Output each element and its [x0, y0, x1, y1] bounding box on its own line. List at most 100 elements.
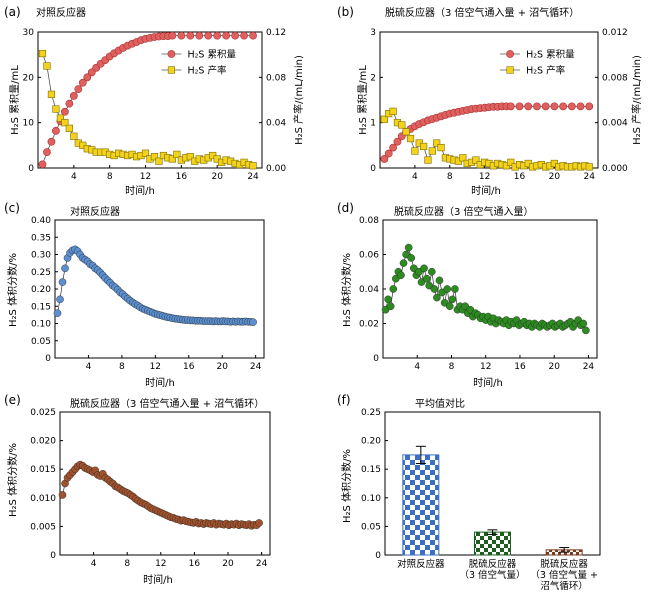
x-axis-label: 时间/h: [143, 573, 173, 586]
x-tick-label: 12: [140, 172, 151, 182]
data-point: [404, 243, 413, 252]
x-tick-label: 4: [86, 362, 92, 372]
data-point: [582, 326, 590, 335]
y2-tick-label: 0.08: [266, 73, 286, 83]
panel-a: (a) 对照反应器 时间/h H₂S 累积量/mL H₂S 产率/(mL/min…: [4, 5, 305, 197]
data-point: [204, 31, 213, 40]
data-point: [430, 285, 439, 293]
plot-e: 4 8 12 16 20 24 0 0.005 0.010 0.015 0.020 0.025: [30, 408, 271, 569]
data-point: [407, 254, 416, 262]
data-point: [70, 132, 78, 140]
data-point: [533, 102, 541, 111]
y-tick-label: 0.08: [359, 216, 379, 226]
category-label: （3 倍空气量）: [459, 569, 525, 581]
y-tick-label: 0.15: [31, 302, 51, 312]
data-point: [53, 309, 62, 317]
category-label: 沼气循环）: [540, 580, 588, 592]
panel-f: (f) 平均值对比 H₂S 体积分数/%: [337, 393, 465, 523]
y2-tick-label: 0.00: [266, 164, 286, 174]
data-point: [419, 142, 428, 151]
category-label: （3 倍空气量 +: [530, 569, 598, 581]
x-tick-label: 16: [183, 362, 195, 372]
x-tick-label: 4: [412, 172, 418, 182]
data-point: [155, 157, 163, 165]
x-tick-label: 8: [124, 559, 130, 569]
x-tick-label: 24: [256, 559, 268, 569]
x-tick-label: 24: [584, 172, 596, 182]
data-point: [459, 154, 467, 162]
y-tick-label: 0.04: [359, 285, 379, 295]
panel-title: 平均值对比: [415, 397, 465, 410]
data-point: [402, 128, 410, 136]
x-tick-label: 24: [583, 362, 595, 372]
data-point: [255, 519, 263, 527]
y-tick-label: 0.20: [361, 437, 381, 447]
data-point: [222, 31, 231, 40]
plot-c: 4 8 12 16 20 24 0 0.05 0.10 0.15 0.20 0.25 0.30 0.35 0…: [31, 216, 265, 372]
series-line: [384, 110, 590, 168]
data-point: [195, 31, 204, 40]
data-point: [56, 295, 64, 304]
x-tick-label: 4: [414, 362, 420, 372]
y-tick-label: 0.010: [30, 494, 56, 504]
data-point: [58, 278, 67, 286]
legend-marker: [167, 50, 176, 58]
plot-frame: [382, 219, 598, 359]
data-point: [567, 102, 576, 111]
plot-frame: [54, 219, 265, 359]
bar: [474, 531, 511, 556]
data-point: [585, 163, 593, 171]
data-point: [56, 114, 64, 122]
data-point: [43, 148, 51, 157]
x-tick-label: 20: [549, 172, 561, 182]
y-tick-label: 10: [23, 119, 35, 129]
x-tick-label: 16: [514, 172, 526, 182]
x-axis-label: 时间/h: [471, 184, 501, 197]
data-point: [435, 276, 444, 285]
x-tick-label: 4: [71, 172, 77, 182]
data-point: [177, 31, 186, 40]
legend-marker: [506, 66, 514, 74]
data-point: [585, 102, 594, 111]
data-point: [445, 302, 454, 311]
data-point: [451, 285, 459, 293]
y-tick-label: 2: [370, 73, 376, 83]
panel-title: 对照反应器: [70, 205, 120, 218]
panel-title: 脱硫反应器（3 倍空气通入量 + 沼气循环）: [385, 6, 579, 19]
panel-c: (c) 对照反应器 时间/h H₂S 体积分数/%: [4, 201, 175, 389]
x-tick-label: 16: [176, 172, 188, 182]
data-point: [213, 31, 222, 40]
legend-label: H₂S 累积量: [526, 49, 575, 61]
y-tick-label: 0.40: [31, 216, 51, 226]
y-tick-label: 0.025: [30, 408, 56, 418]
data-point: [393, 137, 402, 146]
data-point: [168, 31, 177, 40]
x-axis-label: 时间/h: [125, 184, 155, 197]
data-point: [515, 102, 524, 111]
data-point: [541, 102, 550, 111]
data-point: [61, 119, 69, 127]
data-point: [186, 31, 195, 40]
x-axis-label: 时间/h: [473, 376, 503, 389]
data-point: [173, 150, 181, 159]
y-tick-label: 30: [23, 28, 35, 38]
x-tick-label: 20: [216, 362, 228, 372]
data-point: [74, 85, 83, 94]
x-axis-label: 时间/h: [145, 376, 175, 389]
y-tick-label: 0.015: [30, 465, 56, 475]
data-point: [427, 267, 436, 276]
y-tick-label: 3: [370, 28, 376, 38]
data-point: [61, 264, 69, 273]
y-tick-label: 0.05: [31, 337, 51, 347]
plot-a: 4 8 12 16 20 24 0 10 20 30 0.00 0.04 0.08 0.12 H₂S 累积量…: [23, 28, 287, 182]
legend-marker: [506, 50, 514, 58]
panel-title: 对照反应器: [36, 6, 86, 19]
y-tick-label: 0.02: [359, 320, 379, 330]
x-tick-label: 4: [91, 559, 97, 569]
data-point: [506, 102, 515, 111]
y2-tick-label: 0.004: [602, 119, 628, 129]
data-point: [524, 102, 533, 111]
x-tick-label: 12: [479, 172, 490, 182]
